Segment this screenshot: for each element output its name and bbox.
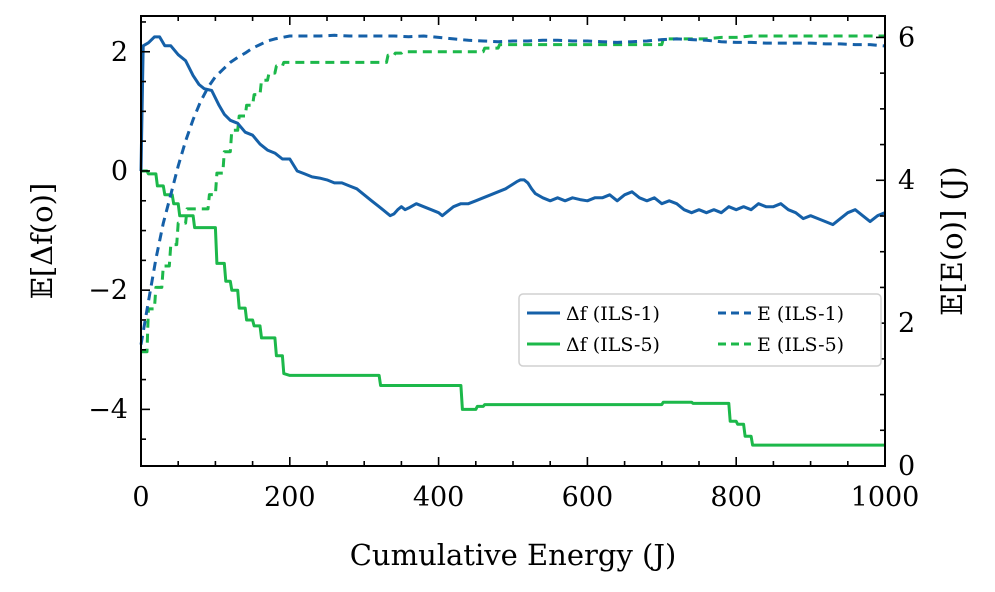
y-left-tick-label: −4 bbox=[88, 394, 128, 425]
legend-label-e-ils5: E (ILS-5) bbox=[757, 334, 844, 356]
y-right-tick-label: 0 bbox=[898, 451, 915, 482]
x-axis-label: Cumulative Energy (J) bbox=[350, 538, 677, 572]
legend-label-df-ils1: Δf (ILS-1) bbox=[566, 303, 660, 325]
series-layer bbox=[139, 33, 886, 447]
x-tick-label: 800 bbox=[710, 482, 762, 513]
y-left-tick-label: −2 bbox=[88, 275, 128, 306]
legend-label-e-ils1: E (ILS-1) bbox=[757, 303, 844, 325]
ticks-layer: 0 200 400 600 800 1000 2 0 −2 −4 0 2 4 6 bbox=[88, 16, 919, 513]
x-tick-label: 200 bbox=[264, 482, 316, 513]
legend-box bbox=[518, 293, 882, 367]
y-left-tick-label: 0 bbox=[111, 156, 128, 187]
y-right-tick-label: 6 bbox=[898, 22, 915, 53]
legend-label-df-ils5: Δf (ILS-5) bbox=[566, 334, 660, 356]
x-tick-label: 600 bbox=[562, 482, 614, 513]
y-left-tick-label: 2 bbox=[111, 37, 128, 68]
plot-frame bbox=[140, 15, 886, 467]
series-line-Δf(ILS-5) bbox=[141, 169, 885, 447]
legend: Δf (ILS-1) E (ILS-1) Δf (ILS-5) E (ILS-5… bbox=[518, 293, 882, 367]
y-axis-right-label: 𝔼[E(o)] (J) bbox=[935, 166, 969, 315]
y-axis-left-label: 𝔼[Δf(o)] bbox=[25, 183, 59, 300]
series-line-Δf(ILS-1) bbox=[139, 35, 886, 227]
x-tick-label: 0 bbox=[132, 482, 149, 513]
series-line-E(ILS-1) bbox=[139, 33, 886, 345]
y-right-tick-label: 4 bbox=[898, 165, 915, 196]
y-right-tick-label: 2 bbox=[898, 308, 915, 339]
x-tick-label: 400 bbox=[413, 482, 465, 513]
x-tick-label: 1000 bbox=[851, 482, 920, 513]
series-line-E(ILS-5) bbox=[141, 34, 885, 354]
